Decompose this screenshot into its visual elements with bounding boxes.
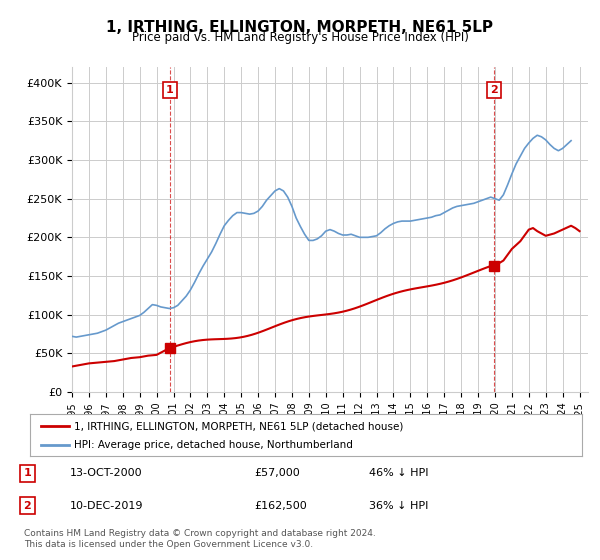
Text: 46% ↓ HPI: 46% ↓ HPI [369,468,428,478]
Text: 1, IRTHING, ELLINGTON, MORPETH, NE61 5LP: 1, IRTHING, ELLINGTON, MORPETH, NE61 5LP [107,20,493,35]
Text: Price paid vs. HM Land Registry's House Price Index (HPI): Price paid vs. HM Land Registry's House … [131,31,469,44]
Text: HPI: Average price, detached house, Northumberland: HPI: Average price, detached house, Nort… [74,440,353,450]
Text: 10-DEC-2019: 10-DEC-2019 [70,501,143,511]
Text: 36% ↓ HPI: 36% ↓ HPI [369,501,428,511]
Text: 1, IRTHING, ELLINGTON, MORPETH, NE61 5LP (detached house): 1, IRTHING, ELLINGTON, MORPETH, NE61 5LP… [74,421,404,431]
Text: 2: 2 [490,85,498,95]
Text: £162,500: £162,500 [254,501,307,511]
Text: Contains HM Land Registry data © Crown copyright and database right 2024.
This d: Contains HM Land Registry data © Crown c… [24,529,376,549]
Text: 2: 2 [23,501,31,511]
Text: 13-OCT-2000: 13-OCT-2000 [70,468,142,478]
Text: £57,000: £57,000 [254,468,299,478]
Text: 1: 1 [166,85,173,95]
Text: 1: 1 [23,468,31,478]
